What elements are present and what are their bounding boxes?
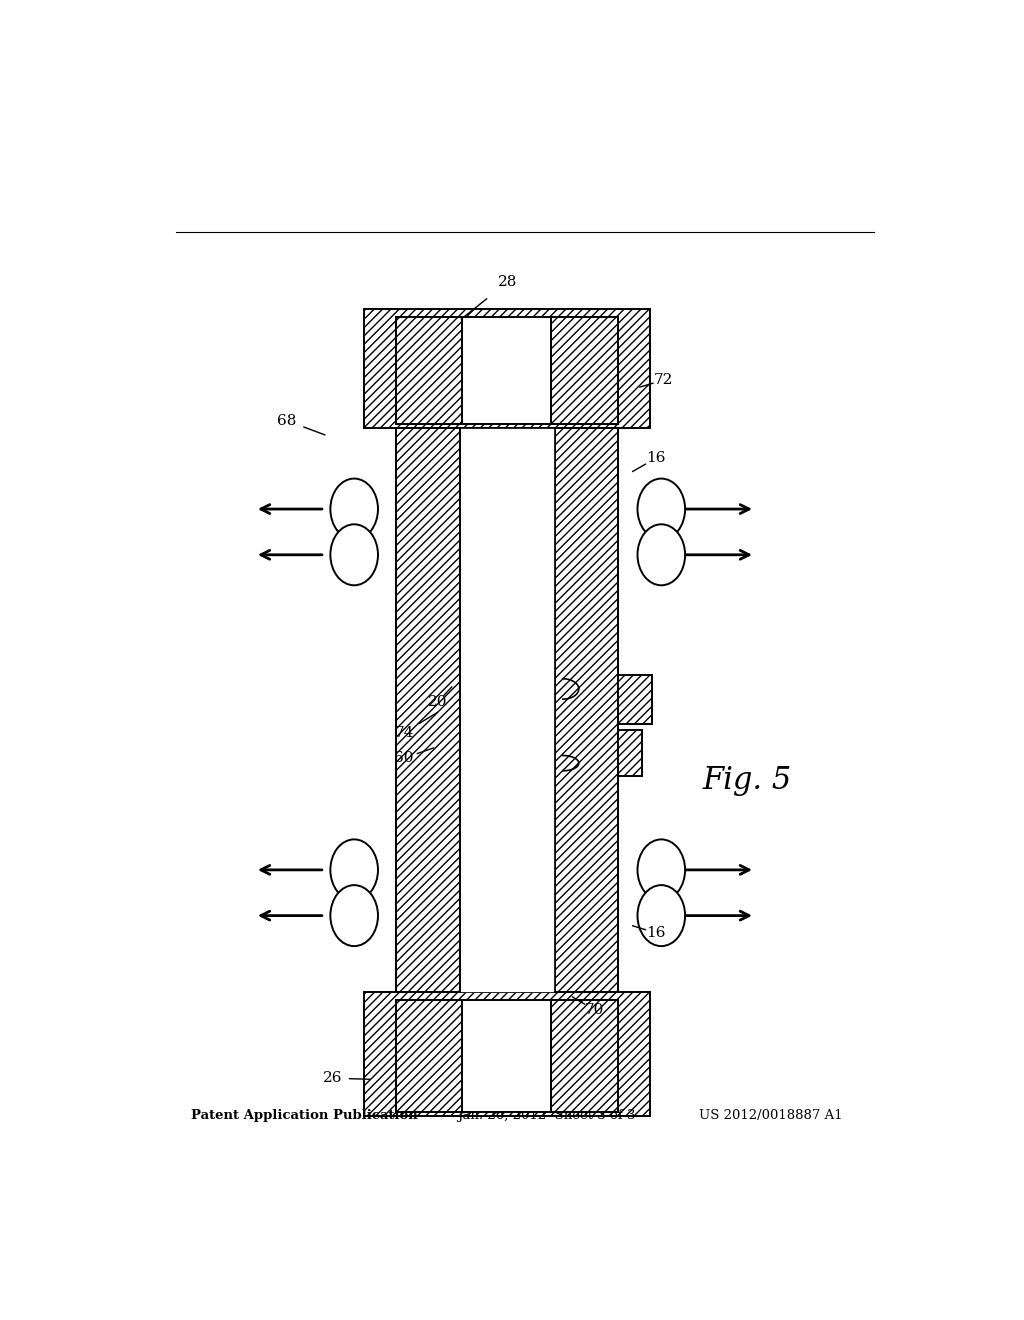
Text: 74: 74 — [394, 726, 414, 739]
Circle shape — [331, 524, 378, 585]
Text: Patent Application Publication: Patent Application Publication — [191, 1109, 418, 1122]
Text: 28: 28 — [498, 276, 517, 289]
Bar — [460, 428, 555, 991]
Circle shape — [638, 840, 685, 900]
Bar — [396, 1001, 464, 1111]
Bar — [618, 730, 642, 776]
Text: 70: 70 — [585, 1003, 604, 1018]
Circle shape — [638, 479, 685, 540]
Text: 20: 20 — [428, 696, 447, 709]
Text: 68: 68 — [278, 413, 296, 428]
Bar — [365, 991, 650, 1115]
Bar — [551, 317, 618, 424]
Bar — [551, 317, 618, 424]
Bar — [365, 309, 650, 428]
Text: 16: 16 — [646, 925, 666, 940]
Bar — [462, 1001, 551, 1111]
Text: Jan. 26, 2012  Sheet 3 of 3: Jan. 26, 2012 Sheet 3 of 3 — [458, 1109, 636, 1122]
Bar — [551, 1001, 618, 1111]
Circle shape — [331, 479, 378, 540]
Text: 26: 26 — [323, 1072, 342, 1085]
Bar — [396, 317, 464, 424]
Text: 60: 60 — [394, 751, 414, 766]
Bar — [555, 428, 618, 991]
Text: 72: 72 — [654, 374, 674, 387]
Circle shape — [638, 886, 685, 946]
Bar — [462, 317, 551, 424]
Bar — [396, 428, 460, 991]
Text: US 2012/0018887 A1: US 2012/0018887 A1 — [699, 1109, 843, 1122]
Circle shape — [638, 524, 685, 585]
Circle shape — [331, 840, 378, 900]
Text: 16: 16 — [646, 451, 666, 465]
Text: Fig. 5: Fig. 5 — [702, 764, 792, 796]
Bar — [396, 317, 464, 424]
Bar — [618, 675, 652, 723]
Bar — [551, 1001, 618, 1111]
Circle shape — [331, 886, 378, 946]
Bar — [396, 1001, 464, 1111]
